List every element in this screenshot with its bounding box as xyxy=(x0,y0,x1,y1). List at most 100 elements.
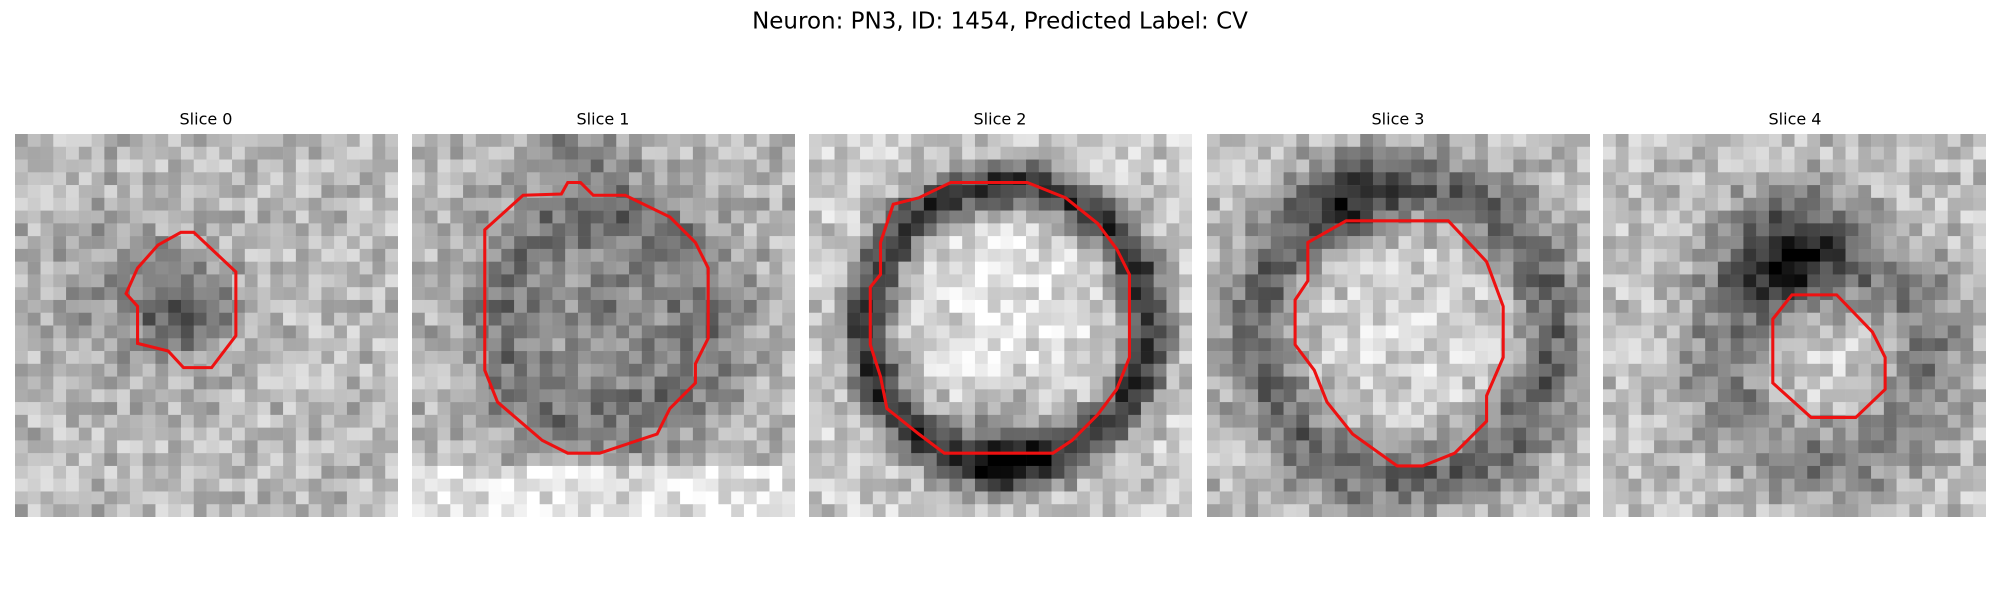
pixel xyxy=(526,453,540,467)
pixel xyxy=(206,402,220,416)
pixel xyxy=(1462,146,1476,160)
pixel xyxy=(821,185,835,199)
pixel xyxy=(1615,146,1629,160)
pixel xyxy=(911,465,925,479)
pixel xyxy=(244,363,258,377)
pixel xyxy=(1258,248,1272,262)
panel: Slice 4 xyxy=(1603,110,1986,517)
pixel xyxy=(1424,440,1438,454)
pixel xyxy=(641,159,655,173)
pixel xyxy=(488,478,502,492)
pixel xyxy=(1768,197,1782,211)
pixel xyxy=(475,287,489,301)
pixel xyxy=(1321,172,1335,186)
pixel xyxy=(424,299,438,313)
pixel xyxy=(1077,376,1091,390)
pixel xyxy=(257,299,271,313)
pixel xyxy=(1347,491,1361,505)
pixel xyxy=(1666,197,1680,211)
pixel xyxy=(372,453,386,467)
pixel xyxy=(1207,146,1221,160)
pixel xyxy=(1000,248,1014,262)
pixel xyxy=(1513,427,1527,441)
pixel xyxy=(756,134,770,148)
pixel xyxy=(1768,338,1782,352)
pixel xyxy=(450,389,464,403)
pixel xyxy=(1896,376,1910,390)
pixel xyxy=(654,236,668,250)
pixel xyxy=(782,261,795,275)
pixel xyxy=(705,351,719,365)
pixel xyxy=(885,248,899,262)
pixel xyxy=(1166,491,1180,505)
pixel xyxy=(590,261,604,275)
pixel xyxy=(1487,299,1501,313)
pixel xyxy=(1179,325,1192,339)
pixel xyxy=(168,465,182,479)
pixel xyxy=(15,274,29,288)
pixel xyxy=(1705,325,1719,339)
pixel xyxy=(821,134,835,148)
pixel xyxy=(1309,338,1323,352)
pixel xyxy=(1820,389,1834,403)
pixel xyxy=(321,389,335,403)
pixel xyxy=(1334,363,1348,377)
pixel xyxy=(1832,210,1846,224)
pixel xyxy=(78,491,92,505)
pixel xyxy=(1207,351,1221,365)
pixel xyxy=(501,134,515,148)
pixel xyxy=(1140,287,1154,301)
pixel xyxy=(1270,465,1284,479)
pixel xyxy=(1013,159,1027,173)
pixel xyxy=(667,236,681,250)
pixel xyxy=(680,312,694,326)
pixel xyxy=(1360,351,1374,365)
pixel xyxy=(1743,299,1757,313)
pixel xyxy=(1513,325,1527,339)
pixel xyxy=(1832,134,1846,148)
pixel xyxy=(346,210,360,224)
pixel xyxy=(1321,427,1335,441)
pixel xyxy=(603,414,617,428)
pixel xyxy=(283,210,297,224)
pixel xyxy=(1768,210,1782,224)
pixel xyxy=(949,312,963,326)
pixel xyxy=(629,453,643,467)
pixel xyxy=(809,478,823,492)
pixel xyxy=(1922,236,1936,250)
pixel xyxy=(1296,427,1310,441)
pixel xyxy=(117,414,131,428)
pixel xyxy=(295,274,309,288)
pixel xyxy=(1347,197,1361,211)
pixel xyxy=(1372,402,1386,416)
pixel xyxy=(1487,134,1501,148)
pixel xyxy=(1270,185,1284,199)
pixel xyxy=(1385,338,1399,352)
pixel xyxy=(1026,236,1040,250)
pixel xyxy=(809,351,823,365)
pixel xyxy=(1666,504,1680,517)
pixel xyxy=(450,414,464,428)
pixel xyxy=(501,414,515,428)
pixel xyxy=(1538,504,1552,517)
pixel xyxy=(232,134,246,148)
pixel xyxy=(359,491,373,505)
pixel xyxy=(180,376,194,390)
pixel xyxy=(552,159,566,173)
pixel xyxy=(244,248,258,262)
pixel xyxy=(769,223,783,237)
pixel xyxy=(1077,351,1091,365)
pixel xyxy=(1051,478,1065,492)
pixel xyxy=(654,376,668,390)
pixel xyxy=(1089,248,1103,262)
pixel xyxy=(1705,172,1719,186)
pixel xyxy=(718,197,732,211)
pixel xyxy=(219,159,233,173)
pixel xyxy=(295,210,309,224)
pixel xyxy=(219,223,233,237)
pixel xyxy=(769,325,783,339)
pixel xyxy=(359,197,373,211)
pixel xyxy=(1245,172,1259,186)
pixel xyxy=(244,185,258,199)
pixel xyxy=(168,248,182,262)
